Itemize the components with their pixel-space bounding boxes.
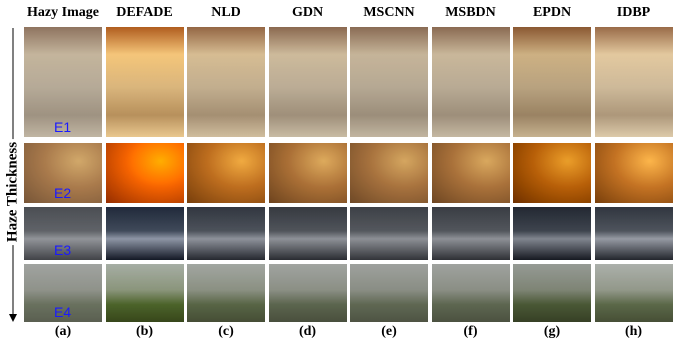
image-panel [350, 207, 428, 260]
image-panel [432, 264, 510, 322]
image-panel [350, 264, 428, 322]
column-label: (c) [187, 324, 265, 340]
column-label: (a) [24, 324, 102, 340]
column-label: (e) [350, 324, 428, 340]
image-panel [513, 207, 591, 260]
image-panel [432, 143, 510, 203]
image-panel [187, 207, 265, 260]
row-label: E1 [54, 119, 71, 135]
side-axis: Haze Thickness [0, 20, 26, 325]
image-panel [595, 264, 673, 322]
image-panel [269, 143, 347, 203]
image-panel [432, 27, 510, 137]
image-panel [106, 264, 184, 322]
column-header: EPDN [513, 5, 591, 21]
image-panel [187, 264, 265, 322]
row-label: E3 [54, 242, 71, 258]
column-header: IDBP [595, 5, 673, 21]
column-header: Hazy Image [24, 5, 102, 21]
image-panel [106, 207, 184, 260]
side-label: Haze Thickness [5, 139, 22, 245]
image-panel [269, 207, 347, 260]
column-header: MSBDN [432, 5, 510, 21]
image-panel [595, 143, 673, 203]
image-panel [595, 27, 673, 137]
image-panel [187, 27, 265, 137]
column-label: (g) [513, 324, 591, 340]
image-panel [513, 264, 591, 322]
column-label: (f) [432, 324, 510, 340]
image-panel [350, 143, 428, 203]
image-panel [513, 27, 591, 137]
column-header: GDN [269, 5, 347, 21]
column-header: DEFADE [106, 5, 184, 21]
column-label: (d) [269, 324, 347, 340]
row-label: E4 [54, 304, 71, 320]
image-panel [187, 143, 265, 203]
image-panel [513, 143, 591, 203]
figure: Haze Thickness Hazy Image (a) DEFADE (b) NLD… [0, 0, 674, 343]
column-header: MSCNN [350, 5, 428, 21]
image-panel [432, 207, 510, 260]
image-panel [106, 143, 184, 203]
image-panel [595, 207, 673, 260]
image-panel [269, 264, 347, 322]
image-panel [269, 27, 347, 137]
row-label: E2 [54, 185, 71, 201]
column-label: (h) [595, 324, 673, 340]
column-label: (b) [106, 324, 184, 340]
image-panel [350, 27, 428, 137]
image-panel [106, 27, 184, 137]
column-header: NLD [187, 5, 265, 21]
